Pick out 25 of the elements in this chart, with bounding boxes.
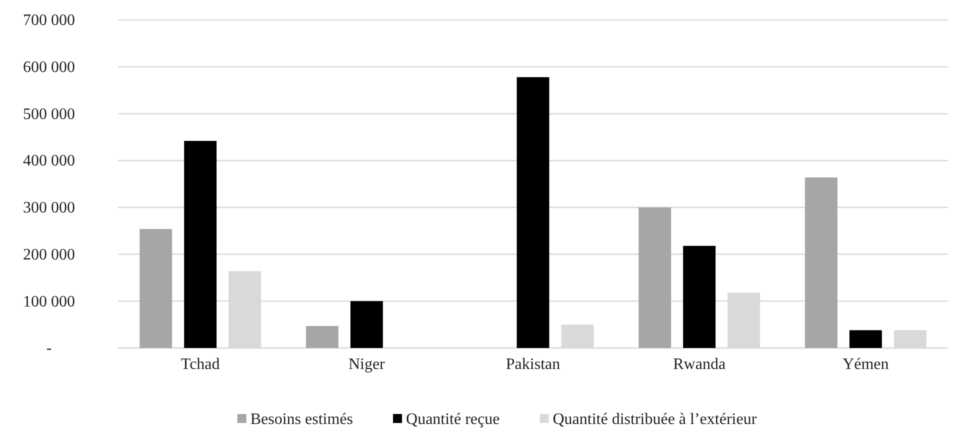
- bar: [516, 77, 550, 348]
- legend-label: Besoins estimés: [250, 411, 354, 428]
- bar: [306, 326, 338, 348]
- y-tick-label: 600 000: [23, 58, 75, 76]
- x-tick-label: Yémen: [842, 356, 889, 373]
- bar: [140, 228, 172, 348]
- y-tick-label: 200 000: [23, 246, 75, 264]
- x-tick-label: Niger: [348, 356, 386, 373]
- y-tick-label: 500 000: [23, 106, 75, 123]
- y-tick-label: 300 000: [23, 200, 75, 217]
- y-tick-label: -: [46, 340, 52, 358]
- y-tick-label: 100 000: [23, 293, 75, 310]
- bar: [849, 330, 882, 348]
- bar: [184, 140, 217, 348]
- bar: [804, 177, 838, 348]
- x-tick-label: Tchad: [180, 356, 220, 373]
- bar: [683, 246, 716, 348]
- x-tick-label: Pakistan: [506, 356, 560, 373]
- y-tick-label: 700 000: [23, 12, 75, 30]
- legend-label: Quantité reçue: [406, 411, 500, 428]
- bar: [638, 207, 672, 348]
- x-tick-label: Rwanda: [673, 356, 726, 373]
- y-tick-label: 400 000: [23, 152, 75, 170]
- legend-label: Quantité distribuée à l’extérieur: [552, 411, 758, 428]
- bar: [350, 301, 383, 348]
